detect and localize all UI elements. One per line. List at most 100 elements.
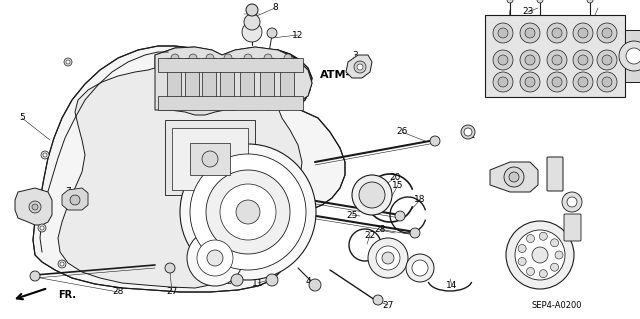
Circle shape (498, 77, 508, 87)
Circle shape (464, 128, 472, 136)
Circle shape (382, 252, 394, 264)
Bar (260, 58, 274, 106)
Polygon shape (15, 188, 52, 225)
Text: 11: 11 (252, 278, 264, 287)
Circle shape (376, 246, 400, 270)
Circle shape (180, 144, 316, 280)
Circle shape (354, 61, 366, 73)
Bar (165, 120, 255, 195)
Text: 1: 1 (192, 268, 198, 277)
Circle shape (231, 274, 243, 286)
Circle shape (518, 244, 526, 253)
Circle shape (410, 228, 420, 238)
Circle shape (246, 4, 258, 16)
Text: 7: 7 (65, 188, 71, 197)
Circle shape (224, 54, 232, 62)
Circle shape (171, 102, 179, 110)
Circle shape (540, 270, 547, 278)
Circle shape (597, 72, 617, 92)
Bar (172, 128, 248, 190)
Circle shape (190, 154, 306, 270)
Circle shape (38, 224, 46, 232)
Circle shape (368, 238, 408, 278)
Circle shape (70, 195, 80, 205)
Circle shape (509, 172, 519, 182)
Text: 22: 22 (364, 231, 376, 240)
Circle shape (552, 28, 562, 38)
Circle shape (602, 77, 612, 87)
Circle shape (224, 102, 232, 110)
Circle shape (189, 102, 197, 110)
Circle shape (597, 50, 617, 70)
Circle shape (60, 262, 64, 266)
Bar (158, 96, 303, 110)
Bar (190, 143, 230, 175)
Circle shape (43, 153, 47, 157)
Circle shape (547, 23, 567, 43)
Text: 18: 18 (414, 196, 426, 204)
Circle shape (540, 232, 547, 240)
Bar (202, 58, 216, 106)
Circle shape (506, 221, 574, 289)
Text: 28: 28 (112, 287, 124, 296)
Circle shape (532, 247, 548, 263)
Polygon shape (33, 46, 345, 292)
Circle shape (165, 263, 175, 273)
Circle shape (244, 102, 252, 110)
Circle shape (573, 23, 593, 43)
Text: 19: 19 (552, 257, 564, 266)
Text: 13: 13 (222, 278, 234, 286)
Text: 10: 10 (492, 177, 504, 187)
Circle shape (359, 182, 385, 208)
Circle shape (244, 54, 252, 62)
Circle shape (242, 22, 262, 42)
Circle shape (555, 251, 563, 259)
Circle shape (373, 295, 383, 305)
Bar (240, 58, 254, 106)
Text: 16: 16 (387, 250, 397, 259)
Text: 27: 27 (166, 287, 178, 296)
Text: 25: 25 (346, 211, 358, 219)
Circle shape (562, 192, 582, 212)
Text: 20: 20 (389, 174, 401, 182)
Bar (185, 58, 199, 106)
Circle shape (206, 102, 214, 110)
Circle shape (64, 58, 72, 66)
Text: 3: 3 (352, 50, 358, 60)
Circle shape (520, 23, 540, 43)
Circle shape (352, 175, 392, 215)
Circle shape (236, 200, 260, 224)
Circle shape (493, 50, 513, 70)
Bar (158, 58, 303, 72)
Circle shape (573, 72, 593, 92)
Circle shape (266, 274, 278, 286)
Text: 27: 27 (382, 300, 394, 309)
Circle shape (515, 230, 565, 280)
Circle shape (520, 50, 540, 70)
Circle shape (626, 48, 640, 64)
Text: 21: 21 (464, 130, 476, 139)
Circle shape (619, 41, 640, 71)
Circle shape (206, 54, 214, 62)
Text: FR.: FR. (58, 290, 76, 300)
Text: 14: 14 (446, 280, 458, 290)
Circle shape (41, 151, 49, 159)
Circle shape (573, 50, 593, 70)
Circle shape (550, 239, 559, 247)
Circle shape (520, 72, 540, 92)
Circle shape (602, 28, 612, 38)
Text: 5: 5 (19, 114, 25, 122)
Bar (167, 58, 181, 106)
FancyBboxPatch shape (564, 214, 581, 241)
Circle shape (527, 234, 534, 242)
Circle shape (406, 254, 434, 282)
Text: 26: 26 (396, 128, 408, 137)
Circle shape (525, 77, 535, 87)
Circle shape (547, 50, 567, 70)
Polygon shape (62, 188, 88, 210)
Circle shape (32, 204, 38, 210)
Circle shape (202, 151, 218, 167)
Circle shape (244, 14, 260, 30)
Text: 2: 2 (15, 201, 21, 210)
Polygon shape (58, 47, 312, 288)
